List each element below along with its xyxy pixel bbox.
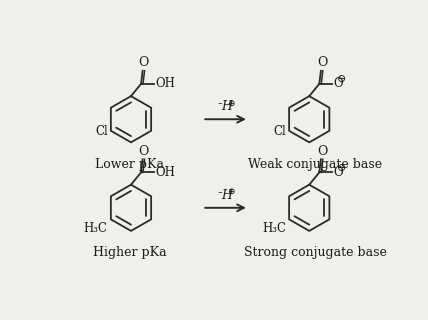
Text: H: H bbox=[222, 100, 232, 113]
Text: O: O bbox=[333, 77, 343, 90]
Text: Lower pKa: Lower pKa bbox=[95, 158, 164, 171]
Text: ⊖: ⊖ bbox=[337, 163, 347, 173]
Text: ⊕: ⊕ bbox=[227, 99, 235, 108]
Text: O: O bbox=[139, 56, 149, 69]
Text: Cl: Cl bbox=[273, 125, 286, 138]
Text: H₃C: H₃C bbox=[84, 222, 108, 235]
Text: O: O bbox=[317, 56, 327, 69]
Text: H: H bbox=[222, 188, 232, 202]
Text: Cl: Cl bbox=[95, 125, 108, 138]
Text: ⊖: ⊖ bbox=[337, 74, 347, 84]
Text: OH: OH bbox=[155, 166, 175, 179]
Text: H₃C: H₃C bbox=[262, 222, 286, 235]
Text: ⊕: ⊕ bbox=[227, 187, 235, 196]
Text: O: O bbox=[333, 166, 343, 179]
Text: -: - bbox=[217, 186, 222, 200]
Text: OH: OH bbox=[155, 77, 175, 90]
Text: Weak conjugate base: Weak conjugate base bbox=[248, 158, 383, 171]
Text: Strong conjugate base: Strong conjugate base bbox=[244, 246, 387, 259]
Text: O: O bbox=[317, 145, 327, 158]
Text: O: O bbox=[139, 145, 149, 158]
Text: Higher pKa: Higher pKa bbox=[92, 246, 166, 259]
Text: -: - bbox=[217, 98, 222, 112]
